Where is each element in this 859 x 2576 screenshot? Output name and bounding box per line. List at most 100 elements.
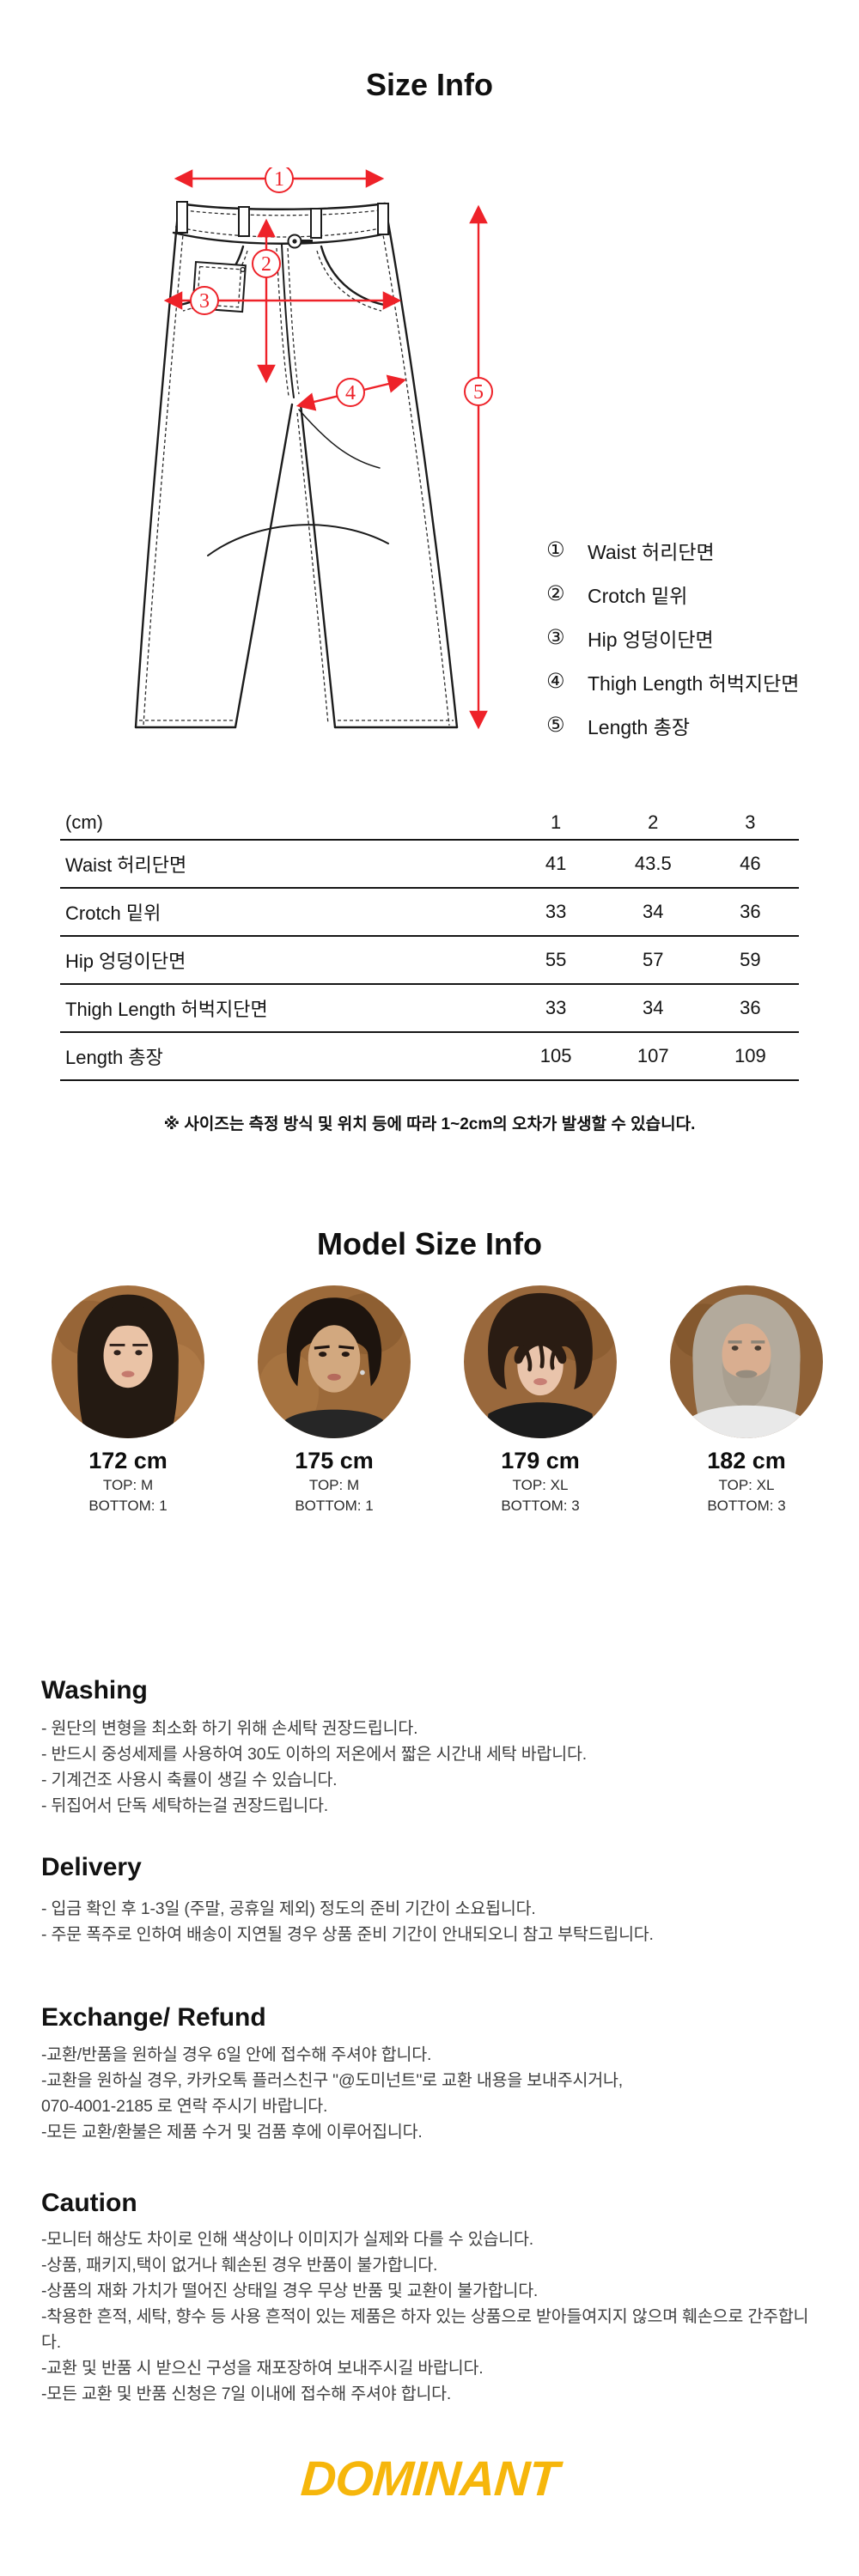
model-height: 172 cm xyxy=(88,1448,168,1473)
delivery-list: - 입금 확인 후 1-3일 (주말, 공휴일 제외) 정도의 준비 기간이 소… xyxy=(41,1896,823,1947)
legend-num: ⑤ xyxy=(546,714,565,737)
measurement-legend: ① Waist 허리단면 ② Crotch 밑위 ③ Hip 엉덩이단면 ④ T… xyxy=(546,538,799,738)
washing-title: Washing xyxy=(41,1676,148,1704)
legend-num: ④ xyxy=(546,670,565,693)
model-card-2: 175 cm TOP: M BOTTOM: 1 xyxy=(244,1285,424,1516)
washing-list: - 원단의 변형을 최소화 하기 위해 손세탁 권장드립니다. - 반드시 중성… xyxy=(41,1716,823,1819)
table-row-waist: Waist 허리단면 41 43.5 46 xyxy=(60,840,799,889)
cell-value: 109 xyxy=(701,1032,799,1081)
legend-label: Crotch 밑위 xyxy=(588,584,688,607)
model-bottom-size: BOTTOM: 1 xyxy=(295,1498,374,1514)
col-header-size-1: 1 xyxy=(507,805,605,841)
legend-item-length: ⑤ Length 총장 xyxy=(546,714,799,738)
delivery-item: - 주문 폭주로 인하여 배송이 지연될 경우 상품 준비 기간이 안내되오니 … xyxy=(41,1925,654,1944)
row-label: Hip 엉덩이단면 xyxy=(60,936,508,985)
cell-value: 34 xyxy=(604,984,702,1033)
legend-item-crotch: ② Crotch 밑위 xyxy=(546,582,799,607)
cell-value: 43.5 xyxy=(604,840,702,889)
table-row-crotch: Crotch 밑위 33 34 36 xyxy=(60,888,799,937)
table-row-hip: Hip 엉덩이단면 55 57 59 xyxy=(60,936,799,985)
model-card-3: 179 cm TOP: XL BOTTOM: 3 xyxy=(450,1285,631,1516)
legend-item-hip: ③ Hip 엉덩이단면 xyxy=(546,626,799,651)
cell-value: 107 xyxy=(604,1032,702,1081)
cell-value: 33 xyxy=(507,888,605,937)
model-height: 175 cm xyxy=(295,1448,374,1473)
cell-value: 57 xyxy=(604,936,702,985)
cell-value: 41 xyxy=(507,840,605,889)
exchange-item: -모든 교환/환불은 제품 수거 및 검품 후에 이루어집니다. xyxy=(41,2123,423,2142)
diagram-marker-5: 5 xyxy=(473,381,484,404)
model-photo xyxy=(670,1285,823,1438)
delivery-item: - 입금 확인 후 1-3일 (주말, 공휴일 제외) 정도의 준비 기간이 소… xyxy=(41,1899,536,1918)
caution-list: -모니터 해상도 차이로 인해 색상이나 이미지가 실제와 다를 수 있습니다.… xyxy=(41,2227,823,2407)
row-label: Length 총장 xyxy=(60,1032,508,1081)
cell-value: 55 xyxy=(507,936,605,985)
model-list: 172 cm TOP: M BOTTOM: 1 xyxy=(38,1285,837,1516)
size-table: (cm) 1 2 3 Waist 허리단면 41 43.5 46 Crotch … xyxy=(60,805,799,1081)
brand-logo: DOMINANT xyxy=(299,2451,560,2506)
size-info-title: Size Info xyxy=(365,67,493,102)
legend-num: ③ xyxy=(546,626,565,649)
model-card-1: 172 cm TOP: M BOTTOM: 1 xyxy=(38,1285,218,1516)
cell-value: 34 xyxy=(604,888,702,937)
legend-label: Thigh Length 허벅지단면 xyxy=(588,671,800,695)
legend-num: ① xyxy=(546,538,565,562)
model-top-size: TOP: XL xyxy=(718,1477,775,1493)
model-bottom-size: BOTTOM: 3 xyxy=(501,1498,580,1514)
model-bottom-size: BOTTOM: 3 xyxy=(707,1498,786,1514)
col-header-unit: (cm) xyxy=(60,805,508,841)
model-photo xyxy=(52,1285,204,1438)
legend-label: Hip 엉덩이단면 xyxy=(588,628,714,651)
cell-value: 33 xyxy=(507,984,605,1033)
diagram-marker-1: 1 xyxy=(274,168,284,191)
washing-item: - 뒤집어서 단독 세탁하는걸 권장드립니다. xyxy=(41,1796,328,1815)
delivery-title: Delivery xyxy=(41,1853,142,1881)
cell-value: 59 xyxy=(701,936,799,985)
cell-value: 36 xyxy=(701,984,799,1033)
caution-title: Caution xyxy=(41,2189,137,2217)
model-top-size: TOP: M xyxy=(102,1477,154,1493)
model-bottom-size: BOTTOM: 1 xyxy=(88,1498,168,1514)
diagram-marker-2: 2 xyxy=(261,253,271,276)
model-height: 179 cm xyxy=(501,1448,580,1473)
model-height: 182 cm xyxy=(707,1448,786,1473)
model-photo xyxy=(464,1285,617,1438)
exchange-item: -교환을 원하실 경우, 카카오톡 플러스친구 "@도미넌트"로 교환 내용을 … xyxy=(41,2071,623,2090)
caution-item: -상품의 재화 가치가 떨어진 상태일 경우 무상 반품 및 교환이 불가합니다… xyxy=(41,2281,539,2300)
col-header-size-2: 2 xyxy=(604,805,702,841)
legend-num: ② xyxy=(546,582,565,605)
table-row-thigh: Thigh Length 허벅지단면 33 34 36 xyxy=(60,984,799,1033)
washing-item: - 반드시 중성세제를 사용하여 30도 이하의 저온에서 짧은 시간내 세탁 … xyxy=(41,1745,587,1764)
exchange-refund-list: -교환/반품을 원하실 경우 6일 안에 접수해 주셔야 합니다. -교환을 원… xyxy=(41,2042,823,2145)
model-top-size: TOP: M xyxy=(308,1477,360,1493)
caution-item: -모든 교환 및 반품 신청은 7일 이내에 접수해 주셔야 합니다. xyxy=(41,2385,452,2403)
cell-value: 105 xyxy=(507,1032,605,1081)
caution-item: -교환 및 반품 시 받으신 구성을 재포장하여 보내주시길 바랍니다. xyxy=(41,2359,484,2378)
diagram-marker-4: 4 xyxy=(345,382,356,404)
legend-label: Length 총장 xyxy=(588,715,691,738)
model-top-size: TOP: XL xyxy=(512,1477,569,1493)
row-label: Thigh Length 허벅지단면 xyxy=(60,984,508,1033)
exchange-item: 070-4001-2185 로 연락 주시기 바랍니다. xyxy=(41,2097,328,2116)
pants-diagram-drawing: 1 2 3 4 5 xyxy=(134,164,493,730)
exchange-refund-title: Exchange/ Refund xyxy=(41,2003,266,2032)
cell-value: 36 xyxy=(701,888,799,937)
model-photo xyxy=(258,1285,411,1438)
table-row-length: Length 총장 105 107 109 xyxy=(60,1032,799,1081)
pants-measurement-diagram: 1 2 3 4 5 xyxy=(129,164,507,743)
caution-item: -모니터 해상도 차이로 인해 색상이나 이미지가 실제와 다를 수 있습니다. xyxy=(41,2230,533,2249)
washing-item: - 기계건조 사용시 축률이 생길 수 있습니다. xyxy=(41,1771,338,1789)
model-card-4: 182 cm TOP: XL BOTTOM: 3 xyxy=(656,1285,837,1516)
diagram-marker-3: 3 xyxy=(199,290,210,313)
legend-item-thigh: ④ Thigh Length 허벅지단면 xyxy=(546,670,799,695)
row-label: Waist 허리단면 xyxy=(60,840,508,889)
size-table-header-row: (cm) 1 2 3 xyxy=(60,805,799,841)
size-tolerance-note: ※ 사이즈는 측정 방식 및 위치 등에 따라 1~2cm의 오차가 발생할 수… xyxy=(163,1115,696,1133)
model-size-info-title: Model Size Info xyxy=(316,1226,542,1261)
exchange-item: -교환/반품을 원하실 경우 6일 안에 접수해 주셔야 합니다. xyxy=(41,2045,432,2064)
washing-item: - 원단의 변형을 최소화 하기 위해 손세탁 권장드립니다. xyxy=(41,1719,418,1738)
caution-item: -착용한 흔적, 세탁, 향수 등 사용 흔적이 있는 제품은 하자 있는 상품… xyxy=(41,2307,809,2352)
row-label: Crotch 밑위 xyxy=(60,888,508,937)
cell-value: 46 xyxy=(701,840,799,889)
